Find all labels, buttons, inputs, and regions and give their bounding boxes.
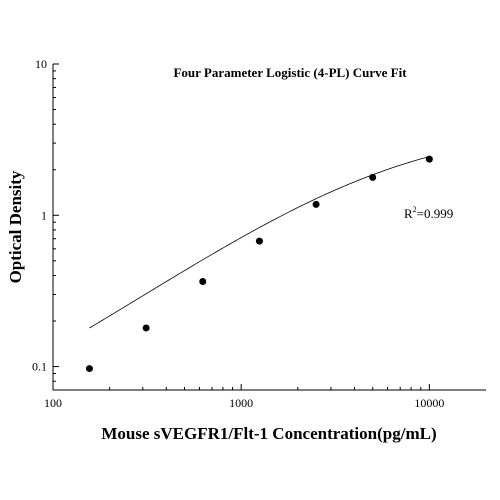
data-point xyxy=(199,278,207,286)
y-axis-label: Optical Density xyxy=(6,170,25,283)
r-squared-base: R xyxy=(404,206,413,221)
axes xyxy=(52,64,486,391)
chart-title: Four Parameter Logistic (4-PL) Curve Fit xyxy=(173,65,407,80)
tick-labels: 100 1000 10000 0.1 1 10 xyxy=(32,57,444,410)
data-point xyxy=(425,155,433,163)
r-squared-annotation: R2=0.999 xyxy=(404,205,453,221)
x-tick-label: 10000 xyxy=(414,396,444,410)
data-points xyxy=(85,155,433,373)
data-point xyxy=(312,200,320,208)
x-axis-label: Mouse sVEGFR1/Flt-1 Concentration(pg/mL) xyxy=(101,424,436,443)
x-tick-label: 100 xyxy=(44,396,62,410)
data-point xyxy=(255,237,263,245)
ticks xyxy=(52,63,430,390)
y-tick-label: 1 xyxy=(41,208,47,222)
data-point xyxy=(369,173,377,181)
data-point xyxy=(142,324,150,332)
r-squared-value: =0.999 xyxy=(417,206,454,221)
y-tick-label: 0.1 xyxy=(32,360,47,374)
data-point xyxy=(85,365,93,373)
y-tick-label: 10 xyxy=(35,57,47,71)
x-tick-label: 1000 xyxy=(229,396,253,410)
r-squared-superscript: 2 xyxy=(413,205,417,214)
